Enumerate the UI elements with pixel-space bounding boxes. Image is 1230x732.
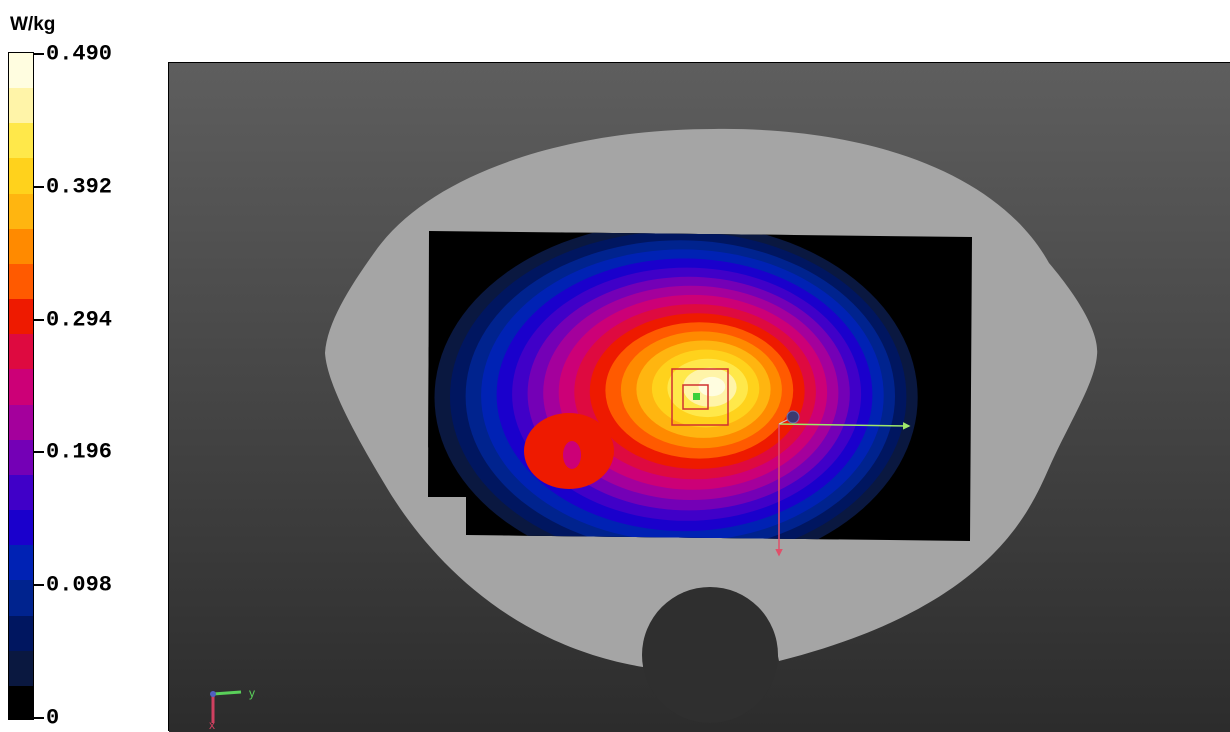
colorbar-tick: [34, 584, 44, 587]
colorbar-band: [9, 510, 33, 547]
colorbar-band: [9, 369, 33, 406]
colorbar-tick-label: 0.490: [46, 41, 113, 67]
colorbar-band: [9, 334, 33, 371]
phantom-cutout: [642, 587, 778, 723]
colorbar-band: [9, 580, 33, 617]
colorbar-tick: [34, 717, 44, 719]
colorbar-band: [9, 474, 33, 512]
colorbar-unit-label: W/kg: [10, 14, 56, 35]
colorbar-band: [9, 545, 33, 582]
sar-3d-viewport[interactable]: y x: [168, 62, 1230, 732]
colorbar-tick: [34, 318, 44, 321]
colorbar: [8, 52, 34, 720]
colorbar-band: [9, 228, 33, 265]
colorbar-band: [9, 158, 33, 195]
colorbar-tick-label: 0.392: [46, 174, 113, 200]
axes-triad-icon: y x: [209, 686, 255, 732]
colorbar-band: [9, 123, 33, 160]
colorbar-band: [9, 263, 33, 301]
colorbar-band: [9, 193, 33, 230]
sar-contours: [428, 231, 929, 541]
triad-x-label: x: [209, 718, 215, 732]
colorbar-tick-label: 0.196: [46, 439, 113, 465]
colorbar-band: [9, 88, 33, 125]
colorbar-band: [9, 439, 33, 476]
colorbar-tick: [34, 53, 44, 55]
colorbar-band: [9, 53, 33, 90]
colorbar-band: [9, 615, 33, 652]
sar-contour-band: [698, 376, 726, 397]
colorbar-band: [9, 685, 33, 719]
colorbar-band: [9, 299, 33, 336]
triad-y-label: y: [249, 686, 255, 700]
probe-axes: [775, 410, 911, 557]
colorbar-tick: [34, 185, 44, 188]
colorbar-tick-label: 0.294: [46, 307, 113, 333]
sar-secondary-core: [563, 441, 581, 469]
colorbar-band: [9, 650, 33, 687]
peak-location-marker: [671, 368, 729, 426]
sar-scene: y x: [169, 63, 1230, 732]
colorbar-tick: [34, 451, 44, 454]
colorbar-tick-label: 0: [46, 705, 60, 731]
colorbar-band: [9, 404, 33, 441]
colorbar-tick-label: 0.098: [46, 572, 113, 598]
